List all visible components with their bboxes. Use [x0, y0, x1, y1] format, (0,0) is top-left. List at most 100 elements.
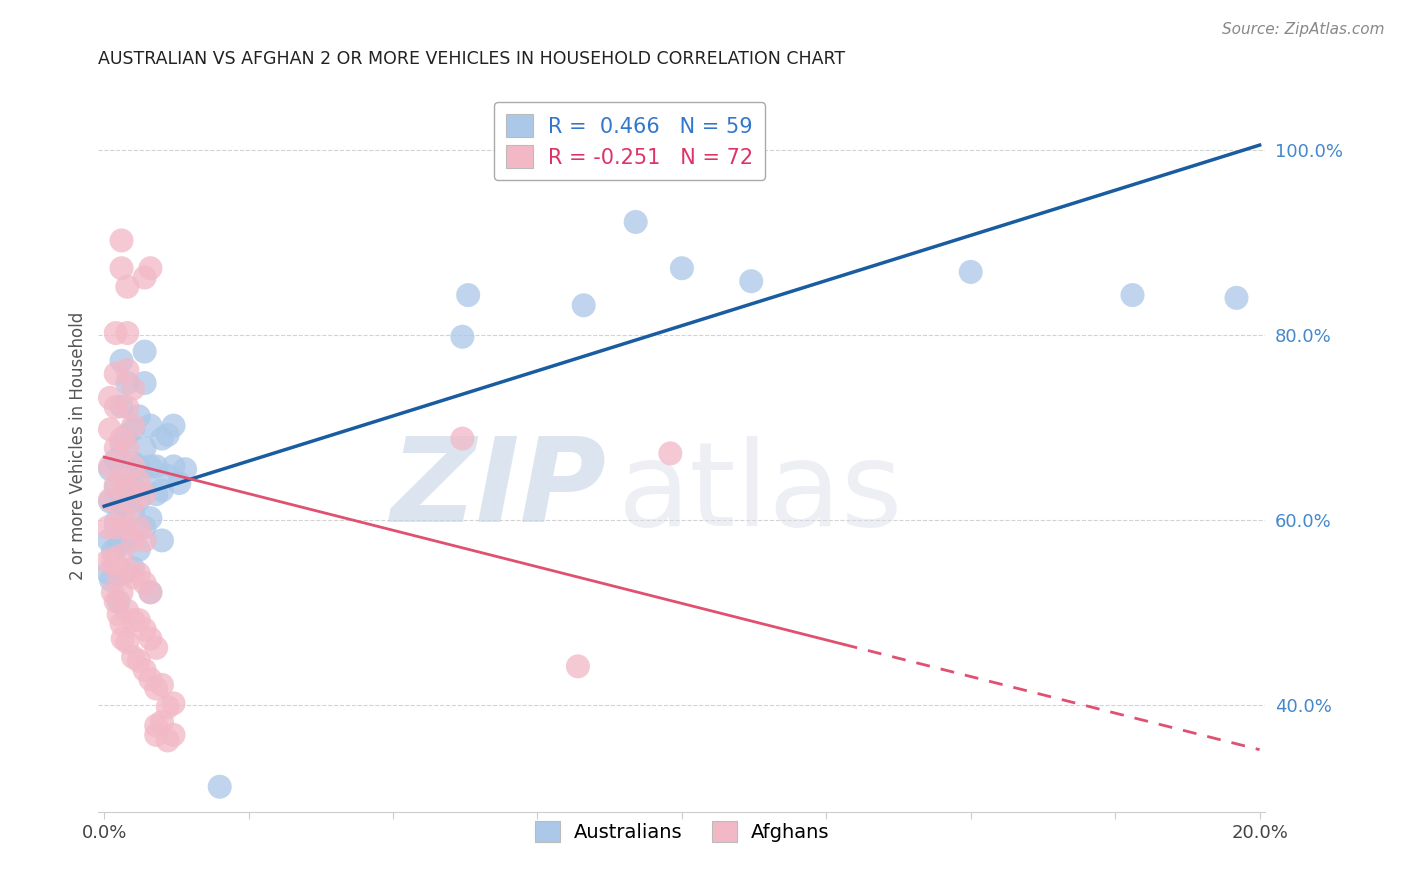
Point [110, 616, 132, 631]
Point [104, 453, 127, 467]
Point [134, 344, 156, 359]
Text: AUSTRALIAN VS AFGHAN 2 OR MORE VEHICLES IN HOUSEHOLD CORRELATION CHART: AUSTRALIAN VS AFGHAN 2 OR MORE VEHICLES … [98, 50, 845, 68]
Point [107, 566, 129, 581]
Point [104, 520, 127, 534]
Point [128, 520, 150, 534]
Point [1121, 288, 1143, 302]
Point [134, 376, 156, 390]
Point [100, 574, 122, 588]
Point [572, 298, 595, 312]
Point [134, 623, 156, 637]
Point [117, 441, 139, 455]
Point [567, 659, 589, 673]
Point [162, 459, 184, 474]
Point [208, 780, 231, 794]
Point [122, 506, 145, 520]
Legend: Australians, Afghans: Australians, Afghans [527, 813, 837, 849]
Point [104, 594, 127, 608]
Point [117, 400, 139, 414]
Point [110, 548, 132, 562]
Point [624, 215, 647, 229]
Point [134, 576, 156, 591]
Point [122, 570, 145, 584]
Point [111, 632, 134, 646]
Y-axis label: 2 or more Vehicles in Household: 2 or more Vehicles in Household [69, 312, 87, 580]
Point [169, 476, 191, 491]
Point [104, 441, 127, 455]
Point [111, 566, 134, 581]
Point [98, 462, 121, 476]
Point [145, 640, 167, 655]
Point [117, 529, 139, 543]
Point [134, 663, 156, 677]
Point [139, 459, 162, 474]
Point [98, 494, 121, 508]
Point [117, 481, 139, 495]
Point [740, 274, 762, 288]
Point [117, 326, 139, 340]
Point [150, 483, 173, 498]
Point [97, 520, 120, 534]
Point [139, 632, 162, 646]
Point [110, 508, 132, 523]
Point [107, 607, 129, 622]
Point [134, 520, 156, 534]
Point [134, 487, 156, 501]
Point [162, 728, 184, 742]
Point [97, 566, 120, 580]
Point [959, 265, 981, 279]
Point [96, 555, 118, 569]
Point [457, 288, 479, 302]
Point [1225, 291, 1247, 305]
Point [117, 428, 139, 442]
Point [117, 604, 139, 618]
Point [128, 459, 150, 474]
Point [117, 635, 139, 649]
Point [156, 468, 179, 483]
Point [139, 585, 162, 599]
Point [97, 533, 120, 548]
Point [110, 471, 132, 485]
Point [128, 566, 150, 581]
Point [145, 728, 167, 742]
Point [122, 382, 145, 396]
Point [139, 673, 162, 687]
Point [98, 459, 121, 474]
Point [98, 492, 121, 507]
Point [122, 613, 145, 627]
Point [110, 354, 132, 368]
Point [112, 483, 135, 498]
Point [117, 564, 139, 578]
Point [117, 520, 139, 534]
Point [156, 700, 179, 714]
Point [174, 462, 197, 476]
Point [134, 441, 156, 455]
Point [117, 279, 139, 293]
Point [104, 558, 127, 572]
Point [122, 650, 145, 665]
Point [451, 330, 474, 344]
Point [122, 418, 145, 433]
Point [122, 533, 145, 548]
Point [156, 428, 179, 442]
Point [162, 418, 184, 433]
Point [134, 533, 156, 548]
Point [145, 487, 167, 501]
Point [110, 496, 132, 510]
Point [139, 261, 162, 276]
Point [145, 459, 167, 474]
Point [107, 539, 129, 553]
Point [139, 511, 162, 525]
Point [139, 418, 162, 433]
Point [101, 543, 124, 558]
Point [139, 585, 162, 599]
Point [128, 613, 150, 627]
Point [156, 733, 179, 747]
Point [451, 432, 474, 446]
Text: ZIP: ZIP [389, 433, 606, 548]
Point [110, 234, 132, 248]
Point [134, 270, 156, 285]
Point [150, 533, 173, 548]
Point [104, 367, 127, 381]
Point [128, 492, 150, 507]
